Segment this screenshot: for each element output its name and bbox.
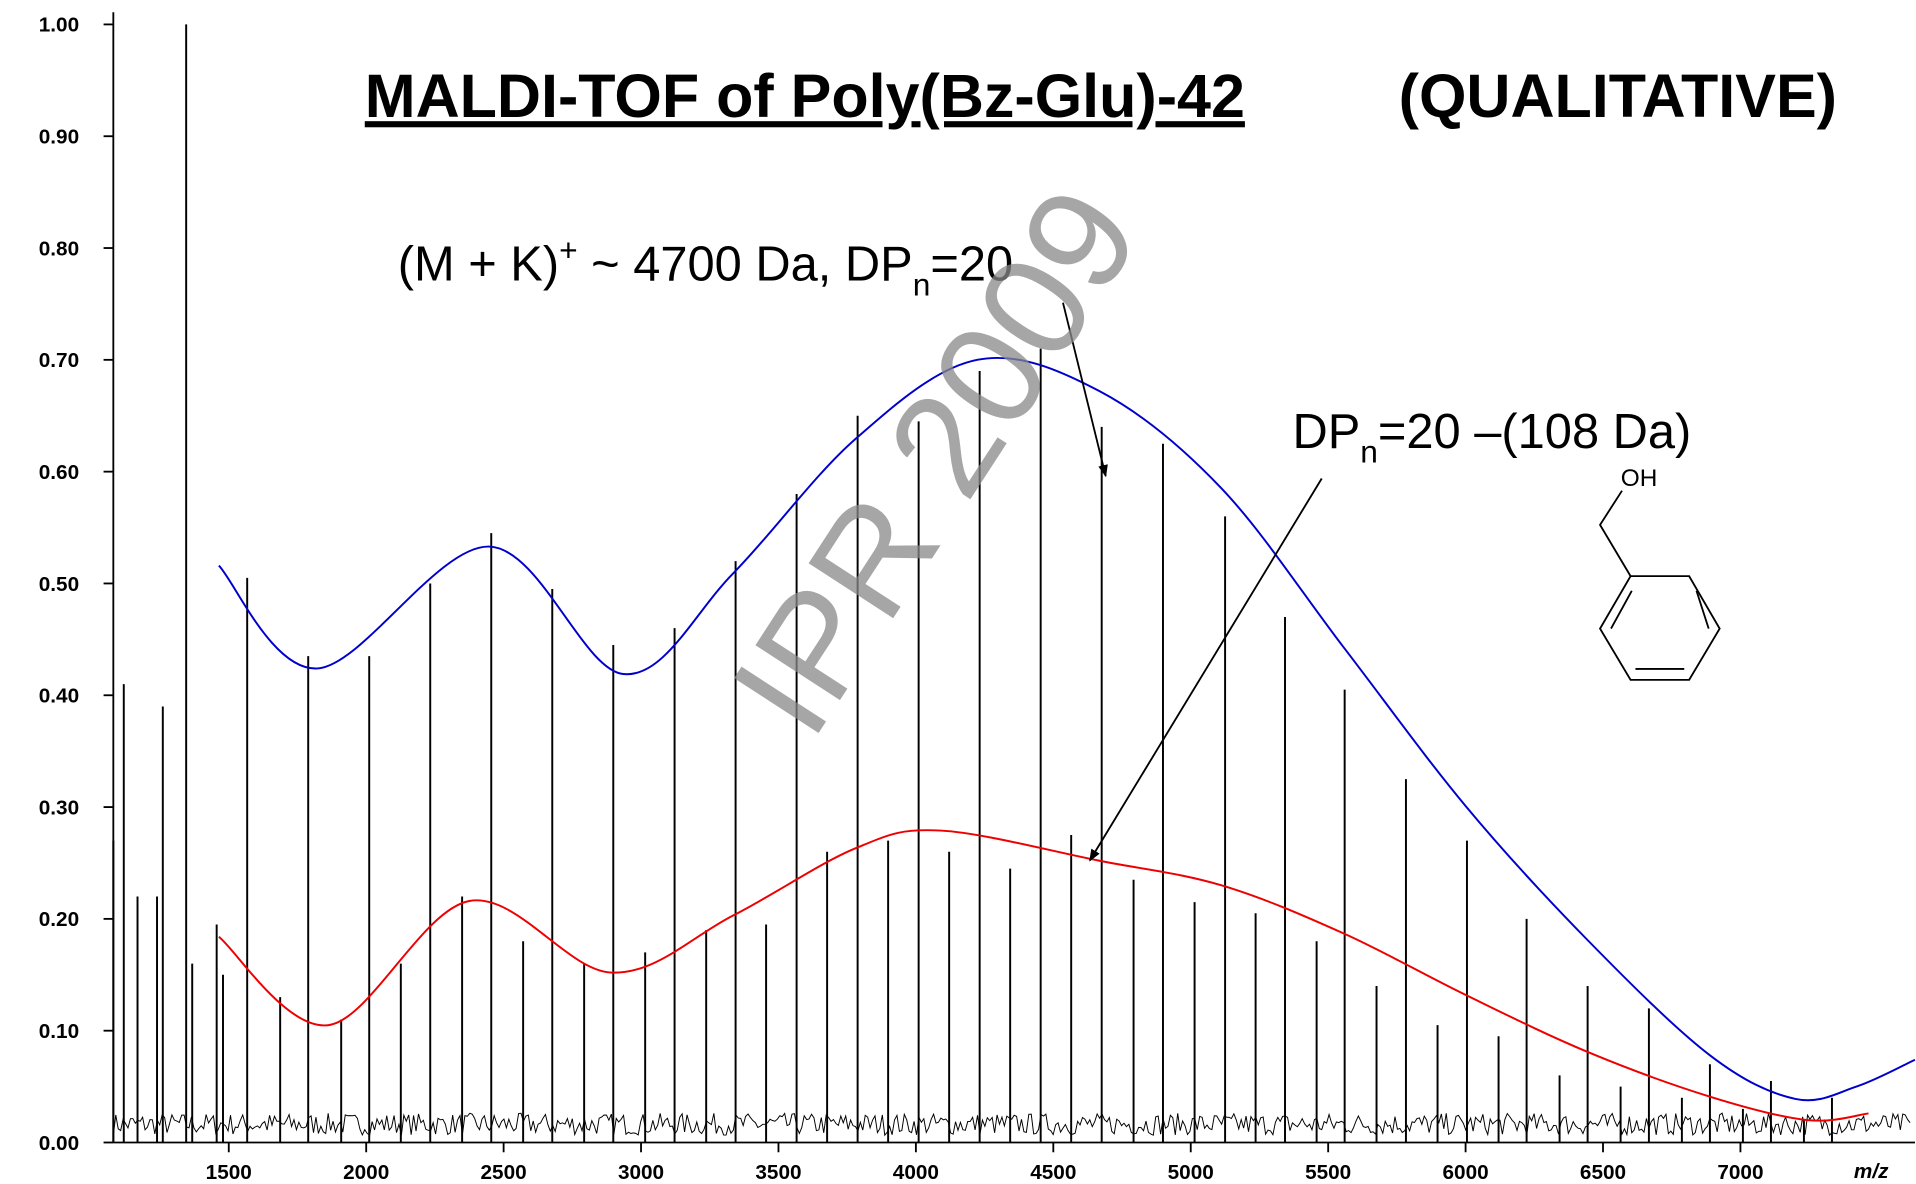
annotation: DPn=20 –(108 Da) bbox=[1292, 405, 1691, 470]
envelope-line bbox=[218, 356, 1916, 1102]
annotation-sup: + bbox=[559, 232, 578, 268]
x-tick-label: 4500 bbox=[1030, 1161, 1076, 1184]
y-tick-label: 0.40 bbox=[39, 685, 79, 708]
y-tick-label: 0.50 bbox=[39, 573, 79, 596]
baseline-noise bbox=[112, 1112, 1911, 1137]
y-tick-label: 0.70 bbox=[39, 349, 79, 372]
annotation-text: =20 –(108 Da) bbox=[1378, 405, 1691, 459]
arrow bbox=[1089, 478, 1323, 862]
x-axis-label: m/z bbox=[1854, 1160, 1889, 1183]
chart-title: MALDI-TOF of Poly(Bz-Glu)-42 bbox=[365, 62, 1245, 130]
y-tick-label: 0.30 bbox=[39, 796, 79, 819]
y-tick-label: 0.80 bbox=[39, 237, 79, 260]
x-tick-label: 1500 bbox=[206, 1161, 252, 1184]
x-tick-label: 5500 bbox=[1305, 1161, 1351, 1184]
plot-area bbox=[112, 24, 1916, 1143]
x-tick-label: 3000 bbox=[618, 1161, 664, 1184]
y-tick-label: 0.00 bbox=[39, 1132, 79, 1155]
envelope-line bbox=[218, 829, 1869, 1122]
annotation-text: (M + K) bbox=[398, 238, 559, 292]
y-tick-label: 0.60 bbox=[39, 461, 79, 484]
chart-title-suffix: (QUALITATIVE) bbox=[1399, 62, 1837, 130]
annotation-sub: n bbox=[913, 266, 931, 302]
x-tick-label: 2000 bbox=[343, 1161, 389, 1184]
x-tick-label: 6500 bbox=[1580, 1161, 1626, 1184]
x-tick-label: 4000 bbox=[893, 1161, 939, 1184]
x-tick-label: 7000 bbox=[1717, 1161, 1763, 1184]
structure-label: OH bbox=[1621, 465, 1658, 492]
y-tick-label: 0.90 bbox=[39, 126, 79, 149]
annotation-text: DP bbox=[1292, 405, 1360, 459]
y-tick-label: 0.10 bbox=[39, 1020, 79, 1043]
annotation: (M + K)+ ~ 4700 Da, DPn=20 bbox=[398, 232, 1013, 302]
annotation-text: ~ 4700 Da, DP bbox=[578, 238, 913, 292]
x-tick-label: 5000 bbox=[1168, 1161, 1214, 1184]
benzyl-alcohol-structure bbox=[1598, 490, 1721, 681]
x-tick-label: 3500 bbox=[755, 1161, 801, 1184]
annotation-text: =20 bbox=[930, 238, 1013, 292]
y-tick-label: 0.20 bbox=[39, 908, 79, 931]
x-tick-label: 2500 bbox=[481, 1161, 527, 1184]
annotation-sub: n bbox=[1360, 434, 1378, 470]
x-tick-label: 6000 bbox=[1443, 1161, 1489, 1184]
y-tick-label: 1.00 bbox=[39, 14, 79, 37]
arrow bbox=[1062, 302, 1108, 478]
